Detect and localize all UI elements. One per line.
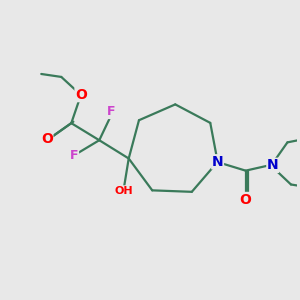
- Text: F: F: [70, 149, 79, 162]
- Text: O: O: [75, 88, 87, 102]
- Text: O: O: [240, 193, 251, 206]
- Text: N: N: [267, 158, 278, 172]
- Text: O: O: [41, 132, 53, 146]
- Text: OH: OH: [115, 186, 134, 196]
- Text: F: F: [107, 106, 116, 118]
- Text: N: N: [212, 155, 224, 169]
